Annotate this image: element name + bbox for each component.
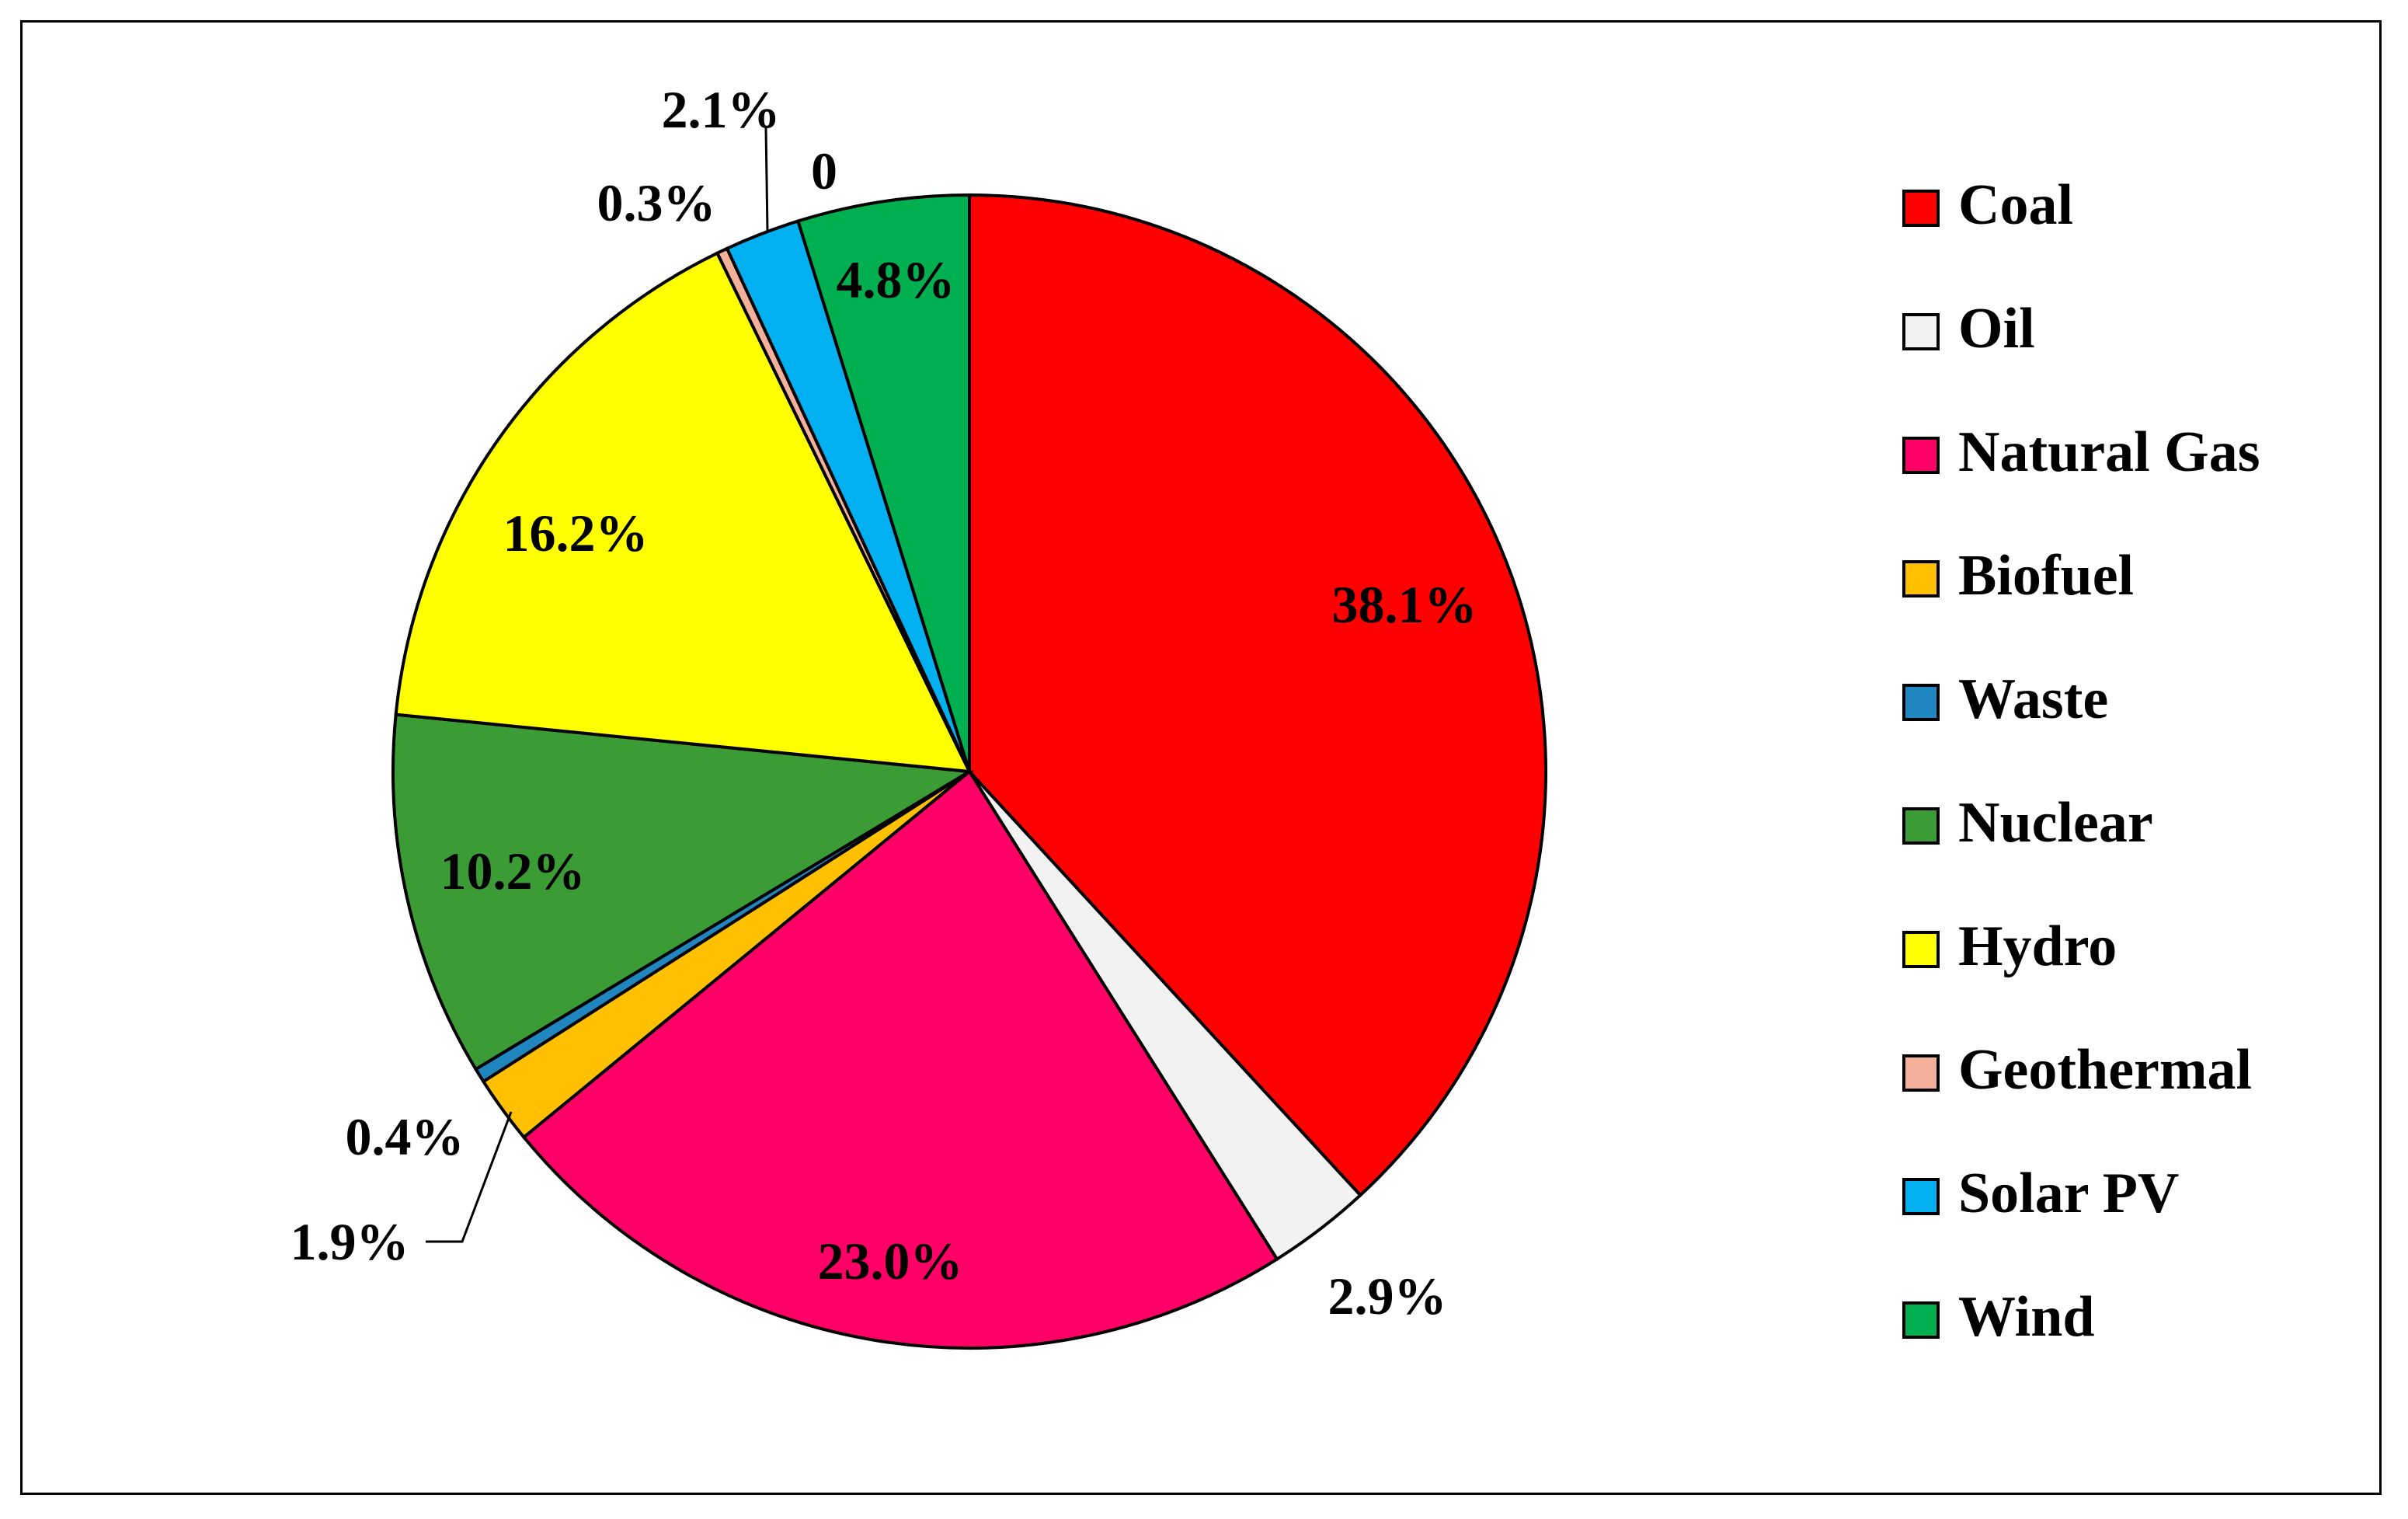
legend: Coal Oil Natural Gas Biofuel Waste Nuclear Hyd… bbox=[1902, 173, 2260, 1349]
pie-slices bbox=[391, 193, 1547, 1350]
data-label-hydro: 16.2% bbox=[503, 503, 649, 563]
legend-label-biofuel: Biofuel bbox=[1958, 544, 2134, 608]
legend-swatch-geothermal bbox=[1902, 1054, 1940, 1092]
legend-label-wind: Wind bbox=[1958, 1285, 2095, 1349]
data-label-biofuel: 1.9% bbox=[291, 1212, 409, 1271]
data-label-waste: 0.4% bbox=[346, 1107, 465, 1166]
slice-natural-gas bbox=[521, 769, 1279, 1350]
slice-coal bbox=[968, 193, 1547, 1198]
data-label-natural-gas: 23.0% bbox=[818, 1232, 963, 1291]
legend-label-hydro: Hydro bbox=[1958, 915, 2117, 978]
data-label-extra-0: 0 bbox=[811, 141, 837, 200]
leader-solar-pv bbox=[764, 127, 769, 232]
legend-label-natural-gas: Natural Gas bbox=[1958, 420, 2260, 484]
data-labels: 38.1% 2.9% 23.0% 1.9% 0.4% 10.2% 16.2% 0.3% 2.1%… bbox=[291, 80, 1477, 1326]
legend-swatch-hydro bbox=[1902, 931, 1940, 968]
legend-swatch-biofuel bbox=[1902, 560, 1940, 597]
leader-lines bbox=[426, 127, 769, 1243]
legend-label-geothermal: Geothermal bbox=[1958, 1038, 2252, 1102]
legend-label-coal: Coal bbox=[1958, 173, 2073, 237]
chart-frame: 38.1% 2.9% 23.0% 1.9% 0.4% 10.2% 16.2% 0.3% 2.1%… bbox=[20, 20, 2382, 1495]
data-label-coal: 38.1% bbox=[1332, 575, 1477, 634]
legend-swatch-solar-pv bbox=[1902, 1178, 1940, 1215]
legend-swatch-nuclear bbox=[1902, 807, 1940, 845]
legend-label-waste: Waste bbox=[1958, 667, 2108, 731]
data-label-wind: 4.8% bbox=[837, 250, 955, 309]
legend-swatch-natural-gas bbox=[1902, 437, 1940, 474]
slice-hydro bbox=[394, 251, 973, 774]
legend-swatch-coal bbox=[1902, 190, 1940, 227]
legend-label-oil: Oil bbox=[1958, 297, 2035, 361]
data-label-geothermal: 0.3% bbox=[597, 173, 716, 232]
leader-biofuel bbox=[426, 1111, 513, 1243]
slice-nuclear bbox=[391, 712, 975, 1071]
legend-label-nuclear: Nuclear bbox=[1958, 791, 2153, 855]
legend-swatch-wind bbox=[1902, 1301, 1940, 1339]
data-label-solar-pv: 2.1% bbox=[662, 80, 781, 139]
legend-swatch-waste bbox=[1902, 684, 1940, 721]
data-label-oil: 2.9% bbox=[1328, 1266, 1447, 1326]
data-label-nuclear: 10.2% bbox=[440, 841, 586, 901]
legend-swatch-oil bbox=[1902, 313, 1940, 350]
legend-label-solar-pv: Solar PV bbox=[1958, 1162, 2179, 1225]
slice-wind bbox=[795, 193, 971, 772]
